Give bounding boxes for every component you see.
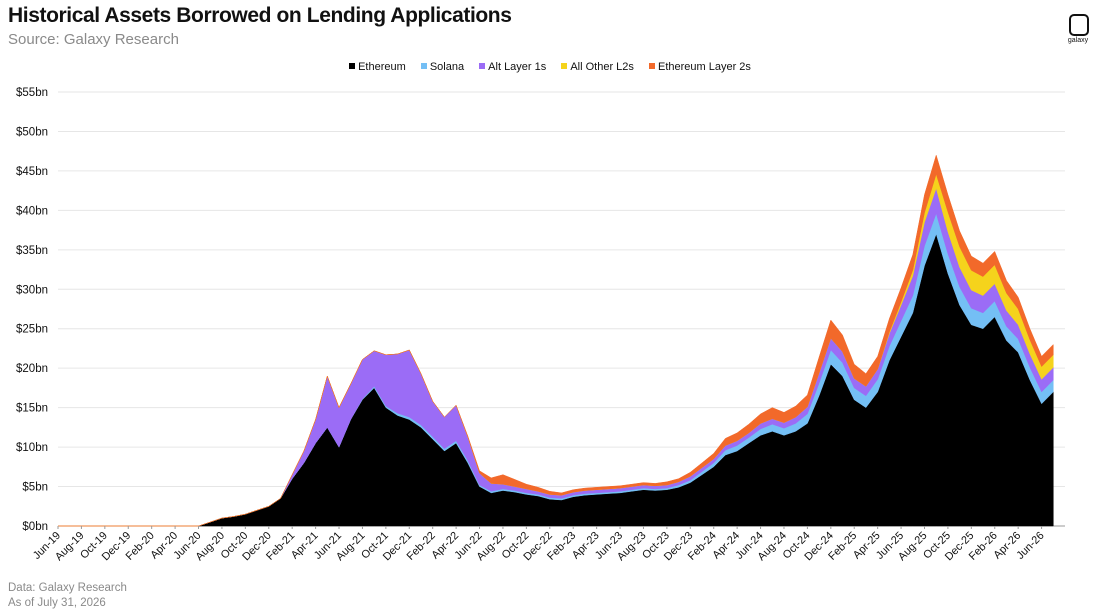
galaxy-logo-icon [1069, 14, 1089, 36]
area-series [58, 154, 1054, 527]
legend-label: All Other L2s [570, 61, 634, 73]
logo-text: galaxy [1067, 37, 1089, 44]
footer-as-of-date: As of July 31, 2026 [8, 597, 106, 609]
y-tick-label: $40bn [16, 205, 48, 217]
galaxy-logo: galaxy [1063, 14, 1093, 48]
legend-swatch [561, 63, 568, 69]
legend-swatch [648, 63, 655, 69]
legend-item-solana[interactable]: Solana [420, 61, 465, 73]
legend-label: Alt Layer 1s [488, 61, 547, 73]
legend-item-all-other-l2s[interactable]: All Other L2s [561, 61, 634, 73]
y-tick-label: $30bn [16, 284, 48, 296]
y-tick-label: $5bn [22, 482, 48, 494]
area-ethereum-layer-2s [58, 154, 1054, 527]
legend-label: Ethereum [358, 61, 406, 73]
y-tick-label: $35bn [16, 245, 48, 257]
y-tick-label: $10bn [16, 442, 48, 454]
area-ethereum [58, 233, 1054, 527]
footer-data-source: Data: Galaxy Research [8, 582, 127, 594]
y-tick-label: $0bn [22, 521, 48, 533]
grid-lines [58, 91, 1065, 527]
chart-legend: Ethereum Solana Alt Layer 1s All Other L… [0, 61, 1100, 73]
chart-title: Historical Assets Borrowed on Lending Ap… [8, 4, 512, 27]
legend-swatch [479, 63, 486, 69]
stacked-area-chart: $0bn $5bn $10bn $15bn $20bn $25bn $30bn $35bn $4… [16, 87, 1065, 563]
legend-item-alt-layer-1s[interactable]: Alt Layer 1s [479, 61, 546, 73]
y-tick-label: $20bn [16, 363, 48, 375]
chart-subtitle: Source: Galaxy Research [8, 31, 179, 48]
y-tick-label: $15bn [16, 403, 48, 415]
legend-item-ethereum-layer-2s[interactable]: Ethereum Layer 2s [648, 61, 751, 73]
legend-item-ethereum[interactable]: Ethereum [349, 61, 406, 73]
y-tick-label: $50bn [16, 126, 48, 138]
legend-label: Solana [429, 61, 465, 73]
legend-swatch [349, 63, 356, 69]
y-tick-label: $25bn [16, 324, 48, 336]
y-tick-label: $45bn [16, 166, 48, 178]
legend-swatch [420, 63, 427, 69]
y-tick-label: $55bn [16, 87, 48, 99]
legend-label: Ethereum Layer 2s [657, 61, 751, 73]
